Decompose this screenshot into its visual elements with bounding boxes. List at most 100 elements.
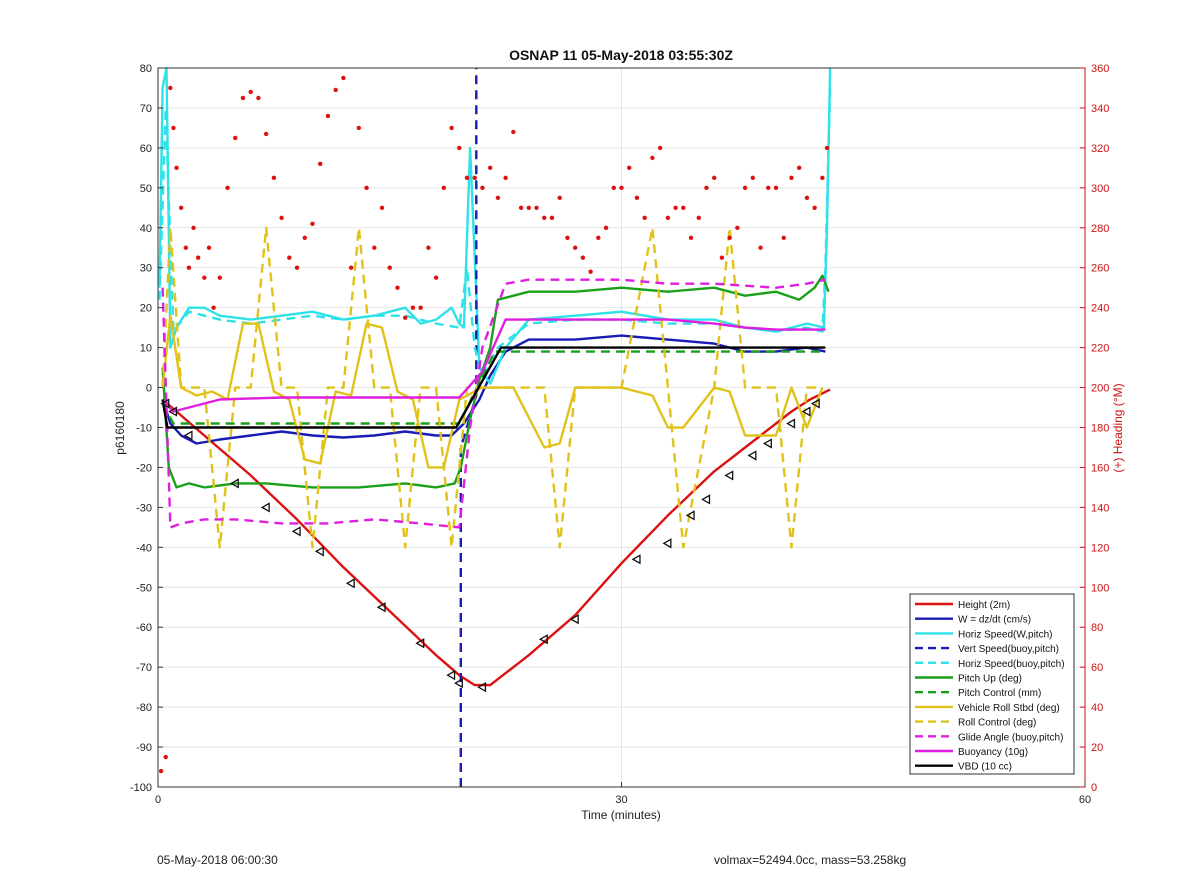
heading-point: [596, 235, 601, 240]
series-horiz-speed-w-pitch: [158, 66, 832, 385]
heading-point: [824, 145, 830, 151]
heading-point: [333, 87, 338, 93]
heading-point: [719, 255, 725, 260]
height-marker: [160, 398, 170, 409]
heading-point: [341, 75, 346, 81]
series-roll-control-deg: [161, 226, 823, 549]
y2-tick-label: 180: [1091, 423, 1109, 435]
heading-point: [549, 215, 555, 220]
x-axis-label: Time (minutes): [581, 808, 661, 822]
heading-point: [233, 135, 238, 141]
y-tick-label: -70: [136, 662, 152, 674]
legend-label: Pitch Control (mm): [958, 688, 1041, 699]
heading-point: [511, 129, 516, 135]
heading-point: [603, 225, 609, 230]
y2-tick-label: 40: [1091, 702, 1103, 714]
heading-point: [248, 89, 253, 95]
y2-tick-label: 340: [1091, 103, 1109, 115]
height-marker: [569, 614, 579, 625]
legend-label: W = dz/dt (cm/s): [958, 615, 1031, 626]
heading-point: [356, 125, 362, 131]
heading-point: [178, 205, 184, 211]
series-buoyancy-10g: [161, 318, 826, 413]
heading-point: [580, 255, 586, 260]
heading-point: [735, 225, 740, 230]
heading-point: [279, 215, 284, 220]
series-glide-angle-buoy-pitch: [161, 278, 826, 529]
height-marker: [260, 502, 270, 513]
y-tick-label: 70: [140, 103, 152, 115]
heading-point: [495, 195, 501, 201]
heading-point: [325, 113, 331, 119]
legend-box: [909, 593, 1075, 775]
legend-label: VBD (10 cc): [958, 762, 1012, 773]
heading-point: [464, 175, 470, 181]
heading-point: [650, 155, 655, 161]
heading-point: [433, 275, 439, 280]
footer-timestamp: 05-May-2018 06:00:30: [157, 853, 278, 867]
heading-point: [348, 265, 354, 270]
height-marker: [453, 678, 463, 689]
y-tick-label: -30: [136, 502, 152, 514]
heading-point: [287, 255, 292, 260]
y-tick-label: -10: [136, 423, 152, 435]
heading-point: [773, 185, 779, 191]
heading-point: [263, 131, 269, 137]
legend-label: Vert Speed(buoy,pitch): [958, 644, 1059, 655]
heading-point: [487, 165, 493, 171]
heading-point: [364, 185, 369, 191]
y-tick-label: 30: [140, 263, 152, 275]
y2-tick-label: 220: [1091, 343, 1109, 355]
height-marker: [477, 682, 487, 693]
heading-point: [441, 185, 447, 191]
y-axis-label: p6160180: [113, 401, 127, 455]
y-tick-label: -90: [136, 742, 152, 754]
height-marker: [662, 538, 672, 549]
y2-axis-label: (+) Heading (°M): [1111, 383, 1125, 472]
y-tick-label: 60: [140, 143, 152, 155]
height-marker: [376, 602, 386, 613]
legend-label: Horiz Speed(buoy,pitch): [958, 659, 1065, 670]
heading-point: [742, 185, 748, 191]
y2-tick-label: 160: [1091, 462, 1109, 474]
heading-point: [472, 175, 477, 181]
height-marker: [345, 578, 355, 589]
y2-tick-label: 200: [1091, 383, 1109, 395]
heading-point: [781, 235, 786, 240]
heading-point: [449, 125, 454, 131]
heading-point: [158, 768, 164, 774]
legend-label: Glide Angle (buoy,pitch): [958, 732, 1063, 743]
y2-tick-label: 360: [1091, 63, 1109, 75]
heading-point: [812, 205, 817, 211]
heading-point: [503, 175, 508, 181]
heading-point: [271, 175, 277, 181]
legend-items: Height (2m) W = dz/dt (cm/s) Horiz Speed(W…: [915, 600, 1065, 773]
y2-tick-label: 20: [1091, 742, 1103, 754]
series-pitch-up-deg: [161, 274, 830, 489]
series-w-dz-dt-cm-s: [161, 334, 826, 445]
y-tick-label: -100: [130, 782, 152, 794]
heading-point: [820, 175, 825, 181]
heading-point: [418, 305, 423, 310]
axes: -100-90-80-70-60-50-40-30-20-10010203040…: [130, 63, 1109, 806]
heading-point: [211, 305, 216, 310]
y-tick-label: 80: [140, 63, 152, 75]
y-tick-label: -60: [136, 622, 152, 634]
heading-point: [372, 245, 377, 250]
y2-tick-label: 280: [1091, 223, 1109, 235]
series-lines: [158, 66, 832, 787]
y2-tick-label: 60: [1091, 662, 1103, 674]
height-marker: [810, 398, 820, 409]
y2-tick-label: 140: [1091, 502, 1109, 514]
heading-point: [195, 255, 201, 260]
heading-point: [186, 265, 192, 270]
heading-point: [310, 221, 315, 226]
y-tick-label: 50: [140, 183, 152, 195]
height-marker: [229, 478, 239, 489]
heading-point: [225, 185, 230, 191]
heading-point: [191, 225, 196, 230]
heading-point: [302, 235, 307, 240]
legend: Height (2m) W = dz/dt (cm/s) Horiz Speed(W…: [909, 593, 1075, 775]
heading-point: [183, 245, 189, 250]
height-marker: [291, 526, 301, 537]
